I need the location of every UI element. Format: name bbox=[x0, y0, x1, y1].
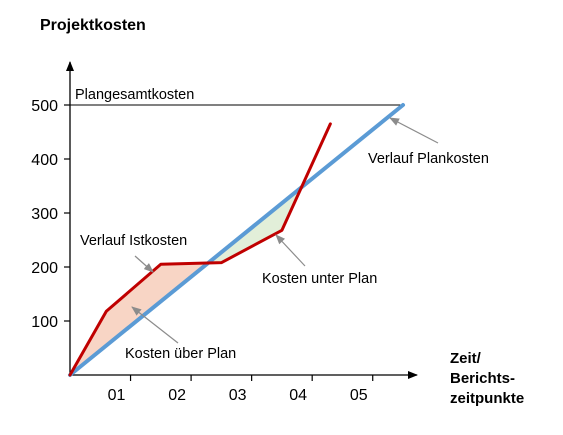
x-tick-group: 01 02 03 04 05 bbox=[108, 375, 374, 404]
y-tick-label: 200 bbox=[31, 260, 58, 277]
annotation-planned-cost: Verlauf Plankosten bbox=[368, 151, 489, 167]
x-axis-label-line-2: Berichts- bbox=[450, 370, 515, 387]
y-tick-label: 400 bbox=[31, 152, 58, 169]
annotation-cost-under-plan-pointer bbox=[275, 234, 306, 267]
series-planned-cost-line bbox=[68, 103, 405, 377]
x-tick-label: 01 bbox=[108, 387, 126, 404]
annotation-cost-over-plan: Kosten über Plan bbox=[125, 346, 236, 362]
y-tick-label: 300 bbox=[31, 206, 58, 223]
y-tick-label: 100 bbox=[31, 314, 58, 331]
x-tick-label: 04 bbox=[289, 387, 307, 404]
x-axis-label-line-1: Zeit/ bbox=[450, 350, 482, 367]
series-actual-cost-line bbox=[68, 122, 332, 377]
annotation-actual-cost: Verlauf Istkosten bbox=[80, 233, 187, 249]
x-axis-label-line-3: zeitpunkte bbox=[450, 390, 524, 407]
annotation-cost-over-plan-pointer bbox=[131, 306, 179, 344]
x-tick-label: 05 bbox=[350, 387, 368, 404]
x-tick-label: 02 bbox=[168, 387, 186, 404]
y-tick-group: 100 200 300 400 500 bbox=[31, 98, 70, 331]
annotation-planned-cost-pointer bbox=[389, 117, 439, 144]
total-planned-cost-label: Plangesamtkosten bbox=[75, 87, 194, 103]
x-tick-label: 03 bbox=[229, 387, 247, 404]
chart-title: Projektkosten bbox=[40, 17, 146, 34]
y-tick-label: 500 bbox=[31, 98, 58, 115]
annotation-actual-cost-pointer bbox=[134, 255, 154, 273]
annotation-cost-under-plan: Kosten unter Plan bbox=[262, 271, 377, 287]
